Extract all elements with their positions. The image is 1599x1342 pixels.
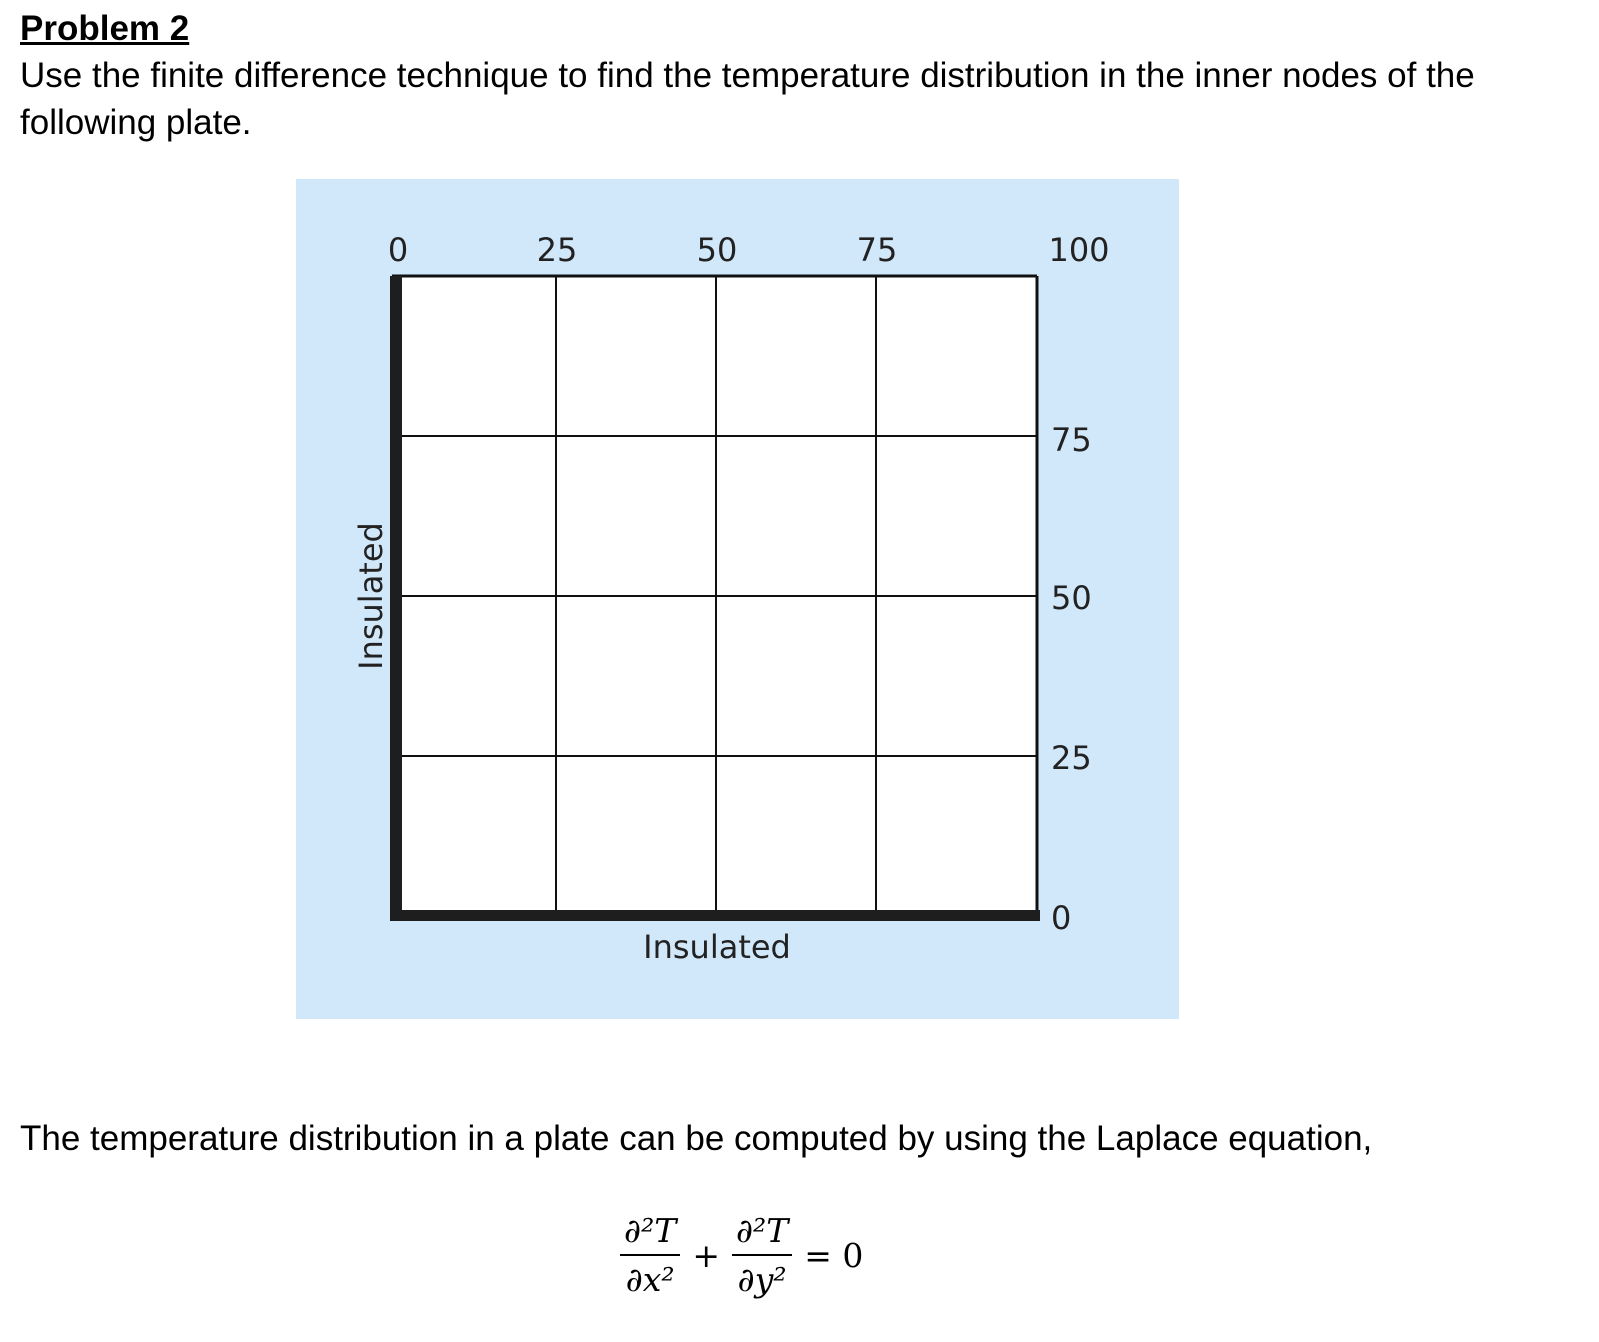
plus-sign: + (692, 1235, 720, 1275)
equals-zero: = 0 (804, 1235, 864, 1275)
term-x-numerator: ∂²T (620, 1211, 681, 1256)
problem-title: Problem 2 (20, 9, 190, 48)
right-label: 0 (1051, 899, 1071, 937)
top-label: 0 (388, 231, 408, 269)
term-x-denominator: ∂x² (625, 1260, 675, 1299)
plate-grid-diagram: 0 25 50 75 100 75 50 25 0 Insulated Insu… (352, 231, 1110, 966)
top-label: 100 (1048, 231, 1109, 269)
term-y-numerator: ∂²T (731, 1211, 793, 1256)
left-insulated-boundary (390, 276, 402, 921)
right-label: 75 (1051, 421, 1092, 459)
bottom-insulated-boundary (390, 910, 1040, 921)
top-label: 50 (697, 231, 738, 269)
laplace-intro-text: The temperature distribution in a plate … (20, 1119, 1373, 1158)
equation-term-y: ∂²T ∂y² (731, 1211, 793, 1299)
right-label: 50 (1051, 579, 1092, 617)
laplace-equation: ∂²T ∂x² + ∂²T ∂y² = 0 (614, 1200, 869, 1310)
term-y-denominator: ∂y² (737, 1260, 787, 1299)
top-label: 25 (537, 231, 578, 269)
right-label: 25 (1051, 739, 1092, 777)
bottom-edge-label: Insulated (643, 928, 791, 966)
problem-statement: Use the finite difference technique to f… (20, 56, 1475, 142)
left-edge-label: Insulated (352, 522, 390, 670)
top-label: 75 (857, 231, 898, 269)
plate-figure: 0 25 50 75 100 75 50 25 0 Insulated Insu… (296, 179, 1179, 1019)
equation-term-x: ∂²T ∂x² (620, 1211, 681, 1299)
